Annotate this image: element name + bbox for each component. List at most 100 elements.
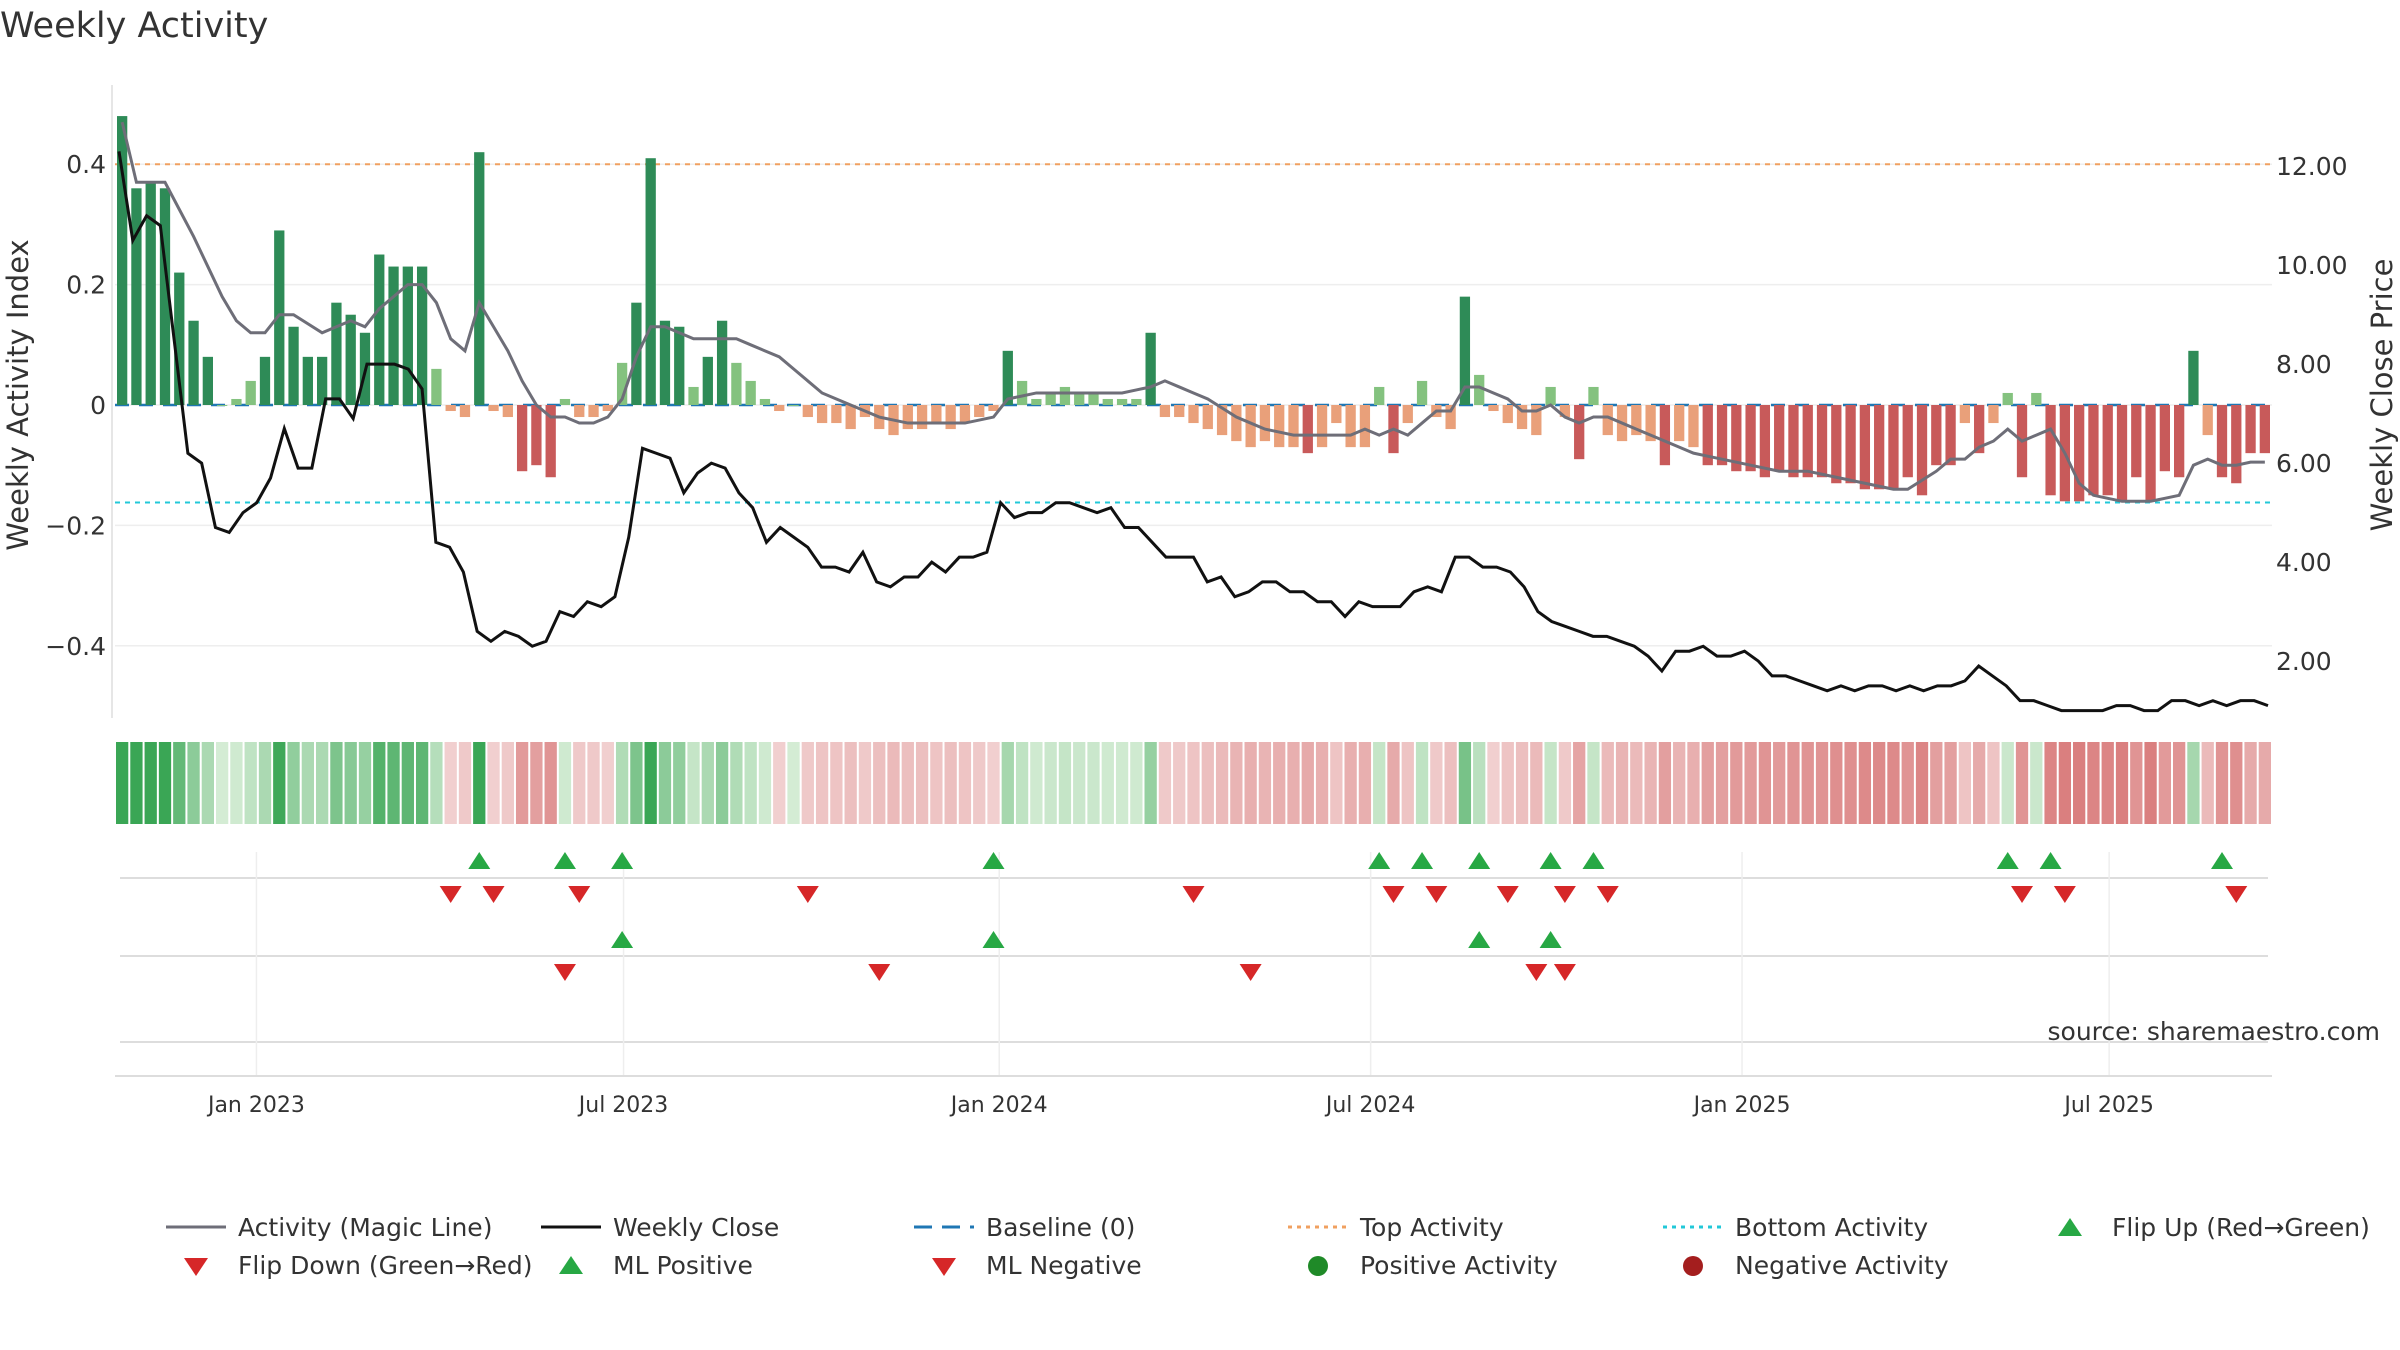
axes-layer: −0.4 −0.2 0 0.2 0.4 2.00 4.00 6.00 8.00 10.00 12.0…	[45, 85, 2348, 1118]
heat-cell	[815, 742, 829, 824]
flip-up-marker	[1996, 852, 2019, 869]
weekly-close-line	[117, 151, 2269, 713]
heat-cell	[1301, 742, 1314, 824]
activity-bar	[1302, 405, 1313, 454]
ml-negative-marker	[1525, 964, 1548, 981]
heat-cell	[1130, 742, 1143, 824]
heat-cell	[1273, 742, 1286, 824]
heat-cell	[873, 742, 886, 824]
heat-cell	[887, 742, 900, 824]
flip-up-marker	[1582, 852, 1605, 869]
heat-cell	[773, 742, 786, 824]
flip-down-marker	[2011, 886, 2034, 903]
heat-cell	[1444, 742, 1457, 824]
activity-heat-strip	[116, 742, 2271, 824]
activity-bar	[145, 182, 156, 405]
flip-down-marker	[439, 886, 462, 903]
legend-item-bottom-activity[interactable]: Bottom Activity	[1663, 1208, 1928, 1246]
activity-bar	[1145, 332, 1156, 405]
chart-title: Weekly Activity	[0, 6, 269, 46]
activity-bar	[1288, 405, 1299, 448]
heat-cell	[744, 742, 757, 824]
heat-cell	[901, 742, 914, 824]
ml-positive-triangle-icon	[559, 1256, 583, 1274]
ml-positive-marker	[611, 931, 634, 948]
heat-cell	[415, 742, 429, 824]
activity-bar	[459, 405, 471, 418]
heat-cell	[2058, 742, 2072, 824]
heat-cell	[958, 742, 972, 824]
ml-positive-marker	[1539, 931, 1562, 948]
legend-item-negative-activity[interactable]: Negative Activity	[1663, 1246, 1949, 1284]
legend-label-negative-activity: Negative Activity	[1735, 1250, 1949, 1280]
flip-down-marker	[568, 886, 591, 903]
heat-cell	[1944, 742, 1957, 824]
activity-bar	[331, 302, 342, 405]
legend-label-bottom-activity: Bottom Activity	[1735, 1212, 1929, 1242]
legend-item-magic-line[interactable]: Activity (Magic Line)	[166, 1208, 492, 1246]
heat-cell	[1858, 742, 1872, 824]
activity-bar	[1716, 405, 1728, 466]
positive-dot-icon	[1308, 1256, 1328, 1276]
heat-cell	[973, 742, 986, 824]
activity-bar	[1959, 405, 1971, 424]
legend-item-weekly-close[interactable]: Weekly Close	[541, 1208, 779, 1246]
heat-cell	[758, 742, 772, 824]
heat-cell	[1930, 742, 1943, 824]
heat-cell	[987, 742, 1000, 824]
activity-bar	[416, 266, 428, 405]
heat-cell	[2130, 742, 2143, 824]
legend-item-flip-up[interactable]: Flip Up (Red→Green)	[2040, 1208, 2370, 1246]
heat-cell	[587, 742, 600, 824]
activity-bar	[116, 116, 128, 406]
heat-cell	[601, 742, 614, 824]
activity-bar	[559, 398, 571, 405]
heat-cell	[1487, 742, 1500, 824]
heat-cell	[273, 742, 286, 824]
x-tick-label: Jan 2023	[206, 1093, 305, 1118]
activity-bar	[231, 398, 242, 405]
flip-down-marker	[2053, 886, 2076, 903]
y2-tick-label: 8.00	[2276, 350, 2332, 379]
activity-bar	[1574, 405, 1585, 460]
heat-cell	[1244, 742, 1257, 824]
activity-bar	[1188, 405, 1199, 424]
legend-item-ml-positive[interactable]: ML Positive	[541, 1246, 753, 1284]
activity-bar	[1545, 386, 1556, 405]
activity-bar	[1488, 405, 1499, 412]
y-tick-label: −0.2	[45, 511, 106, 540]
activity-bar	[402, 266, 413, 405]
activity-bar	[488, 405, 499, 412]
activity-bar	[2074, 405, 2085, 502]
activity-bar	[1559, 405, 1571, 418]
activity-bar	[1059, 386, 1071, 405]
activity-bar	[1216, 405, 1228, 436]
activity-bar	[2231, 405, 2242, 484]
flip-down-marker	[2225, 886, 2248, 903]
heat-cell	[830, 742, 843, 824]
legend-item-baseline[interactable]: Baseline (0)	[914, 1208, 1135, 1246]
activity-bar	[1788, 405, 1799, 478]
heat-cell	[944, 742, 957, 824]
heat-cell	[1215, 742, 1229, 824]
heat-cell	[1658, 742, 1672, 824]
ml-negative-marker	[553, 964, 576, 981]
activity-bar	[1602, 405, 1613, 436]
legend-key-baseline	[914, 1225, 974, 1229]
activity-bar	[1516, 405, 1528, 430]
activity-bar	[1445, 405, 1456, 430]
heat-cell	[1730, 742, 1743, 824]
legend-item-flip-down[interactable]: Flip Down (Green→Red)	[166, 1246, 533, 1284]
heat-cell	[2173, 742, 2186, 824]
heat-cell	[1701, 742, 1714, 824]
activity-bar	[1074, 392, 1085, 405]
activity-bar	[259, 356, 271, 405]
heat-cell	[1687, 742, 1700, 824]
legend-item-top-activity[interactable]: Top Activity	[1288, 1208, 1504, 1246]
activity-bar	[802, 405, 813, 418]
flip-up-marker	[1411, 852, 1434, 869]
legend-item-ml-negative[interactable]: ML Negative	[914, 1246, 1142, 1284]
legend-item-positive-activity[interactable]: Positive Activity	[1288, 1246, 1558, 1284]
legend-label-weekly-close: Weekly Close	[613, 1212, 780, 1242]
activity-bar	[1131, 398, 1142, 405]
